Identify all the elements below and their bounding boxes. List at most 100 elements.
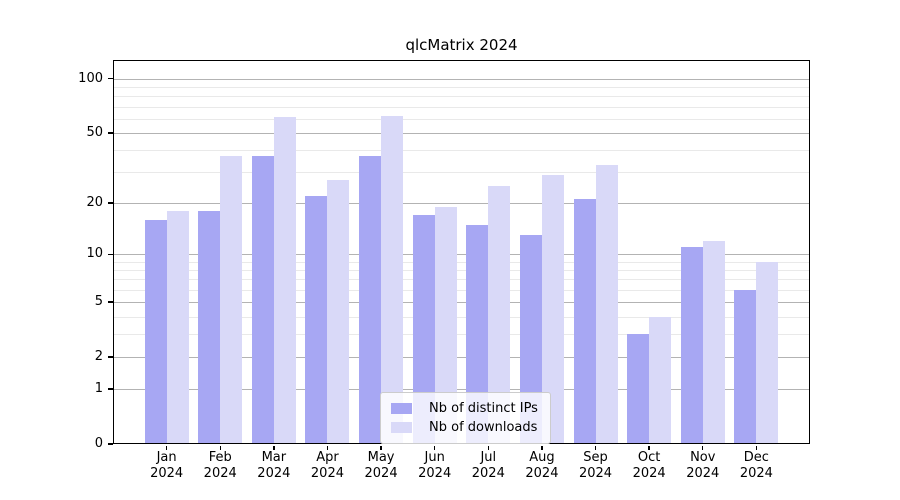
legend-swatch-downloads xyxy=(391,422,412,433)
x-tick-mark xyxy=(594,445,597,451)
y-tick-mark xyxy=(108,388,113,390)
y-tick-mark xyxy=(108,132,113,134)
y-tick-mark xyxy=(108,253,113,255)
legend: Nb of distinct IPs Nb of downloads xyxy=(380,392,551,444)
x-tick-label-year: 2024 xyxy=(310,465,344,481)
chart-title: qlcMatrix 2024 xyxy=(405,36,518,54)
legend-item: Nb of distinct IPs xyxy=(391,399,538,418)
y-tick-label: 20 xyxy=(86,195,103,211)
x-tick-label-year: 2024 xyxy=(257,465,291,481)
x-tick-label: Jun 2024 xyxy=(405,450,465,481)
x-tick-label: Sep 2024 xyxy=(566,450,626,481)
bar-downloads xyxy=(273,117,296,444)
bar-downloads xyxy=(434,206,457,444)
bar-downloads xyxy=(381,116,404,444)
legend-label: Nb of downloads xyxy=(429,420,538,435)
gridline-major xyxy=(113,78,810,80)
x-tick-label-year: 2024 xyxy=(364,465,398,481)
x-tick-mark xyxy=(755,445,758,451)
gridline-minor xyxy=(113,316,810,318)
x-tick-label-month: May xyxy=(367,450,395,465)
x-tick-label: Feb 2024 xyxy=(190,450,250,481)
gridline-minor xyxy=(113,87,810,88)
bar-downloads xyxy=(649,316,672,444)
gridline-minor xyxy=(113,96,810,98)
x-tick-mark xyxy=(648,445,650,451)
bar-distinct-ips xyxy=(519,235,542,444)
bar-distinct-ips xyxy=(627,334,650,444)
bar-distinct-ips xyxy=(359,156,382,444)
x-tick-mark xyxy=(165,445,168,451)
bar-distinct-ips xyxy=(680,247,703,444)
x-tick-label: Dec 2024 xyxy=(726,450,786,481)
x-tick-label-month: Nov xyxy=(690,450,716,465)
bar-downloads xyxy=(541,174,564,444)
y-tick-label: 2 xyxy=(94,349,103,365)
y-tick-label: 10 xyxy=(86,246,103,262)
x-tick-label-month: Feb xyxy=(208,450,232,465)
x-tick-label-year: 2024 xyxy=(150,465,184,481)
bar-downloads xyxy=(220,156,243,444)
gridline-minor xyxy=(113,270,810,272)
x-tick-mark xyxy=(326,445,329,451)
x-tick-label-month: Dec xyxy=(743,450,769,465)
bar-distinct-ips xyxy=(466,224,489,444)
x-tick-label-month: Oct xyxy=(637,450,661,465)
x-tick-label: Jan 2024 xyxy=(137,450,197,481)
x-tick-label-year: 2024 xyxy=(686,465,720,481)
x-tick-mark xyxy=(541,445,543,451)
gridline-minor xyxy=(113,106,810,108)
x-tick-label-year: 2024 xyxy=(418,465,452,481)
gridline-minor xyxy=(113,261,810,263)
gridline-major xyxy=(113,203,810,205)
bar-downloads xyxy=(327,180,350,444)
x-tick-label: Mar 2024 xyxy=(244,450,304,481)
x-tick-label-month: Sep xyxy=(583,450,608,465)
gridline-major xyxy=(113,389,810,391)
bar-downloads xyxy=(166,210,189,444)
y-tick-label: 50 xyxy=(86,124,103,140)
y-tick-mark xyxy=(108,301,113,303)
y-tick-label: 1 xyxy=(94,381,103,397)
y-tick-mark xyxy=(108,78,113,80)
x-tick-label-year: 2024 xyxy=(525,465,559,481)
x-tick-label-year: 2024 xyxy=(739,465,773,481)
x-tick-mark xyxy=(702,445,704,451)
legend-swatch-distinct-ips xyxy=(391,403,412,414)
x-tick-mark xyxy=(273,445,275,451)
y-tick-label: 0 xyxy=(94,436,103,451)
x-tick-label-year: 2024 xyxy=(632,465,666,481)
plot-area xyxy=(113,60,810,444)
x-tick-label-month: Jun xyxy=(424,450,445,465)
bar-distinct-ips xyxy=(573,199,596,444)
gridline-minor xyxy=(113,279,810,281)
bar-distinct-ips xyxy=(198,210,221,444)
x-tick-label-year: 2024 xyxy=(578,465,613,481)
bar-downloads xyxy=(595,164,618,444)
gridline-major xyxy=(113,132,810,134)
bar-downloads xyxy=(756,261,779,444)
y-tick-mark xyxy=(108,202,113,204)
x-tick-label: May 2024 xyxy=(351,450,411,481)
gridline-minor xyxy=(113,289,810,291)
x-tick-mark xyxy=(380,445,382,451)
gridline-minor xyxy=(113,150,810,152)
x-tick-mark xyxy=(219,445,221,451)
y-tick-mark xyxy=(108,356,113,358)
x-tick-label: Aug 2024 xyxy=(512,450,572,481)
gridline-minor xyxy=(113,172,810,174)
x-tick-label-month: Aug xyxy=(529,450,555,465)
bar-distinct-ips xyxy=(412,215,435,444)
y-tick-label: 100 xyxy=(78,70,103,86)
x-tick-label-month: Apr xyxy=(316,450,339,465)
x-tick-label-month: Jul xyxy=(480,450,497,465)
x-tick-label: Oct 2024 xyxy=(619,450,679,481)
bar-distinct-ips xyxy=(251,156,274,444)
bar-downloads xyxy=(702,241,725,444)
x-tick-label: Nov 2024 xyxy=(673,450,733,481)
x-tick-mark xyxy=(487,445,489,451)
x-tick-label: Apr 2024 xyxy=(297,450,357,481)
x-tick-mark xyxy=(433,445,436,451)
bar-distinct-ips xyxy=(305,195,328,444)
